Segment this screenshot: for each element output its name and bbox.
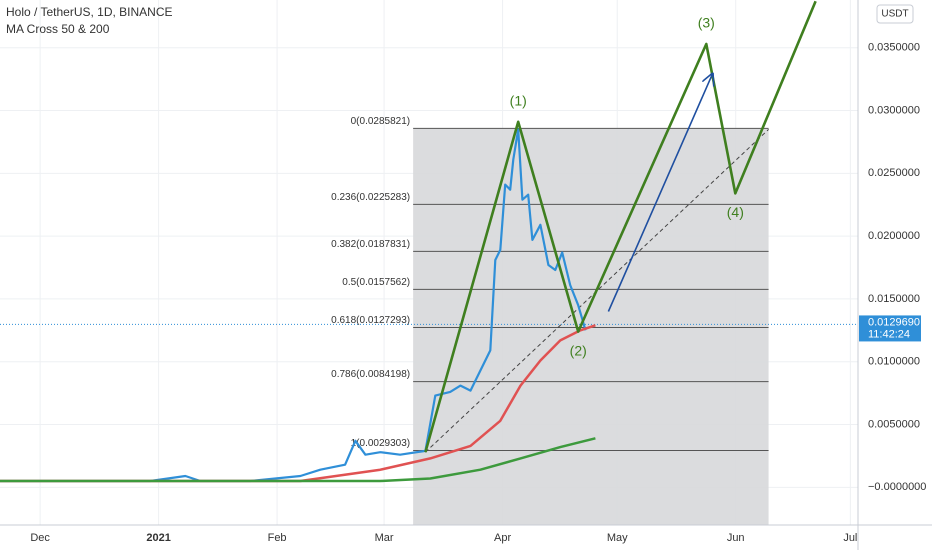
y-tick-label: 0.0200000 xyxy=(868,230,920,242)
x-tick-label: Jul xyxy=(843,532,857,544)
wave-label: (2) xyxy=(570,342,587,358)
price-badge xyxy=(859,315,921,342)
price-series xyxy=(0,324,596,483)
projection-arrow xyxy=(607,74,712,312)
x-tick-label: Apr xyxy=(494,532,511,544)
fib-label: 1(0.0029303) xyxy=(351,438,411,449)
trend-line xyxy=(425,129,769,453)
currency[interactable]: USDT xyxy=(881,9,908,20)
price-label: 0.0129690 xyxy=(868,316,920,328)
indicator-name: MA Cross 50 & 200 xyxy=(6,22,110,36)
fib-label: 0.786(0.0084198) xyxy=(331,369,410,380)
currency-badge[interactable] xyxy=(876,4,914,24)
price-series xyxy=(0,437,596,483)
y-tick-label: 0.0050000 xyxy=(868,418,920,430)
chart-title: Holo / TetherUS, 1D, BINANCE xyxy=(6,5,173,19)
x-tick-label: May xyxy=(607,532,628,544)
fib-label: 0(0.0285821) xyxy=(351,116,411,127)
x-tick-label: Dec xyxy=(30,532,50,544)
wave-label: (3) xyxy=(698,15,715,31)
fib-label: 0.382(0.0187831) xyxy=(331,239,410,250)
plot-layer: 0(0.0285821) 0.236(0.0225283) 0.382(0.0187… xyxy=(0,0,858,525)
y-tick-label: 0.0350000 xyxy=(868,42,920,54)
x-tick-label: 2021 xyxy=(146,532,170,544)
fib-label: 0.236(0.0225283) xyxy=(331,192,410,203)
elliott-waves xyxy=(424,0,817,453)
y-tick-label: 0.0150000 xyxy=(868,293,920,305)
y-tick-label: 0.0100000 xyxy=(868,356,920,368)
wave-label: (1) xyxy=(510,93,527,109)
y-tick-label: 0.0250000 xyxy=(868,167,920,179)
countdown: 11:42:24 xyxy=(868,328,910,340)
x-tick-label: Jun xyxy=(727,532,745,544)
y-tick-label: 0.0300000 xyxy=(868,104,920,116)
y-tick-label: −0.0000000 xyxy=(868,481,926,493)
x-tick-label: Mar xyxy=(375,532,394,544)
x-tick-label: Feb xyxy=(268,532,287,544)
wave-label: (4) xyxy=(727,204,744,220)
fib-label: 0.5(0.0157562) xyxy=(342,277,410,288)
fib-label: 0.618(0.0127293) xyxy=(331,315,410,326)
